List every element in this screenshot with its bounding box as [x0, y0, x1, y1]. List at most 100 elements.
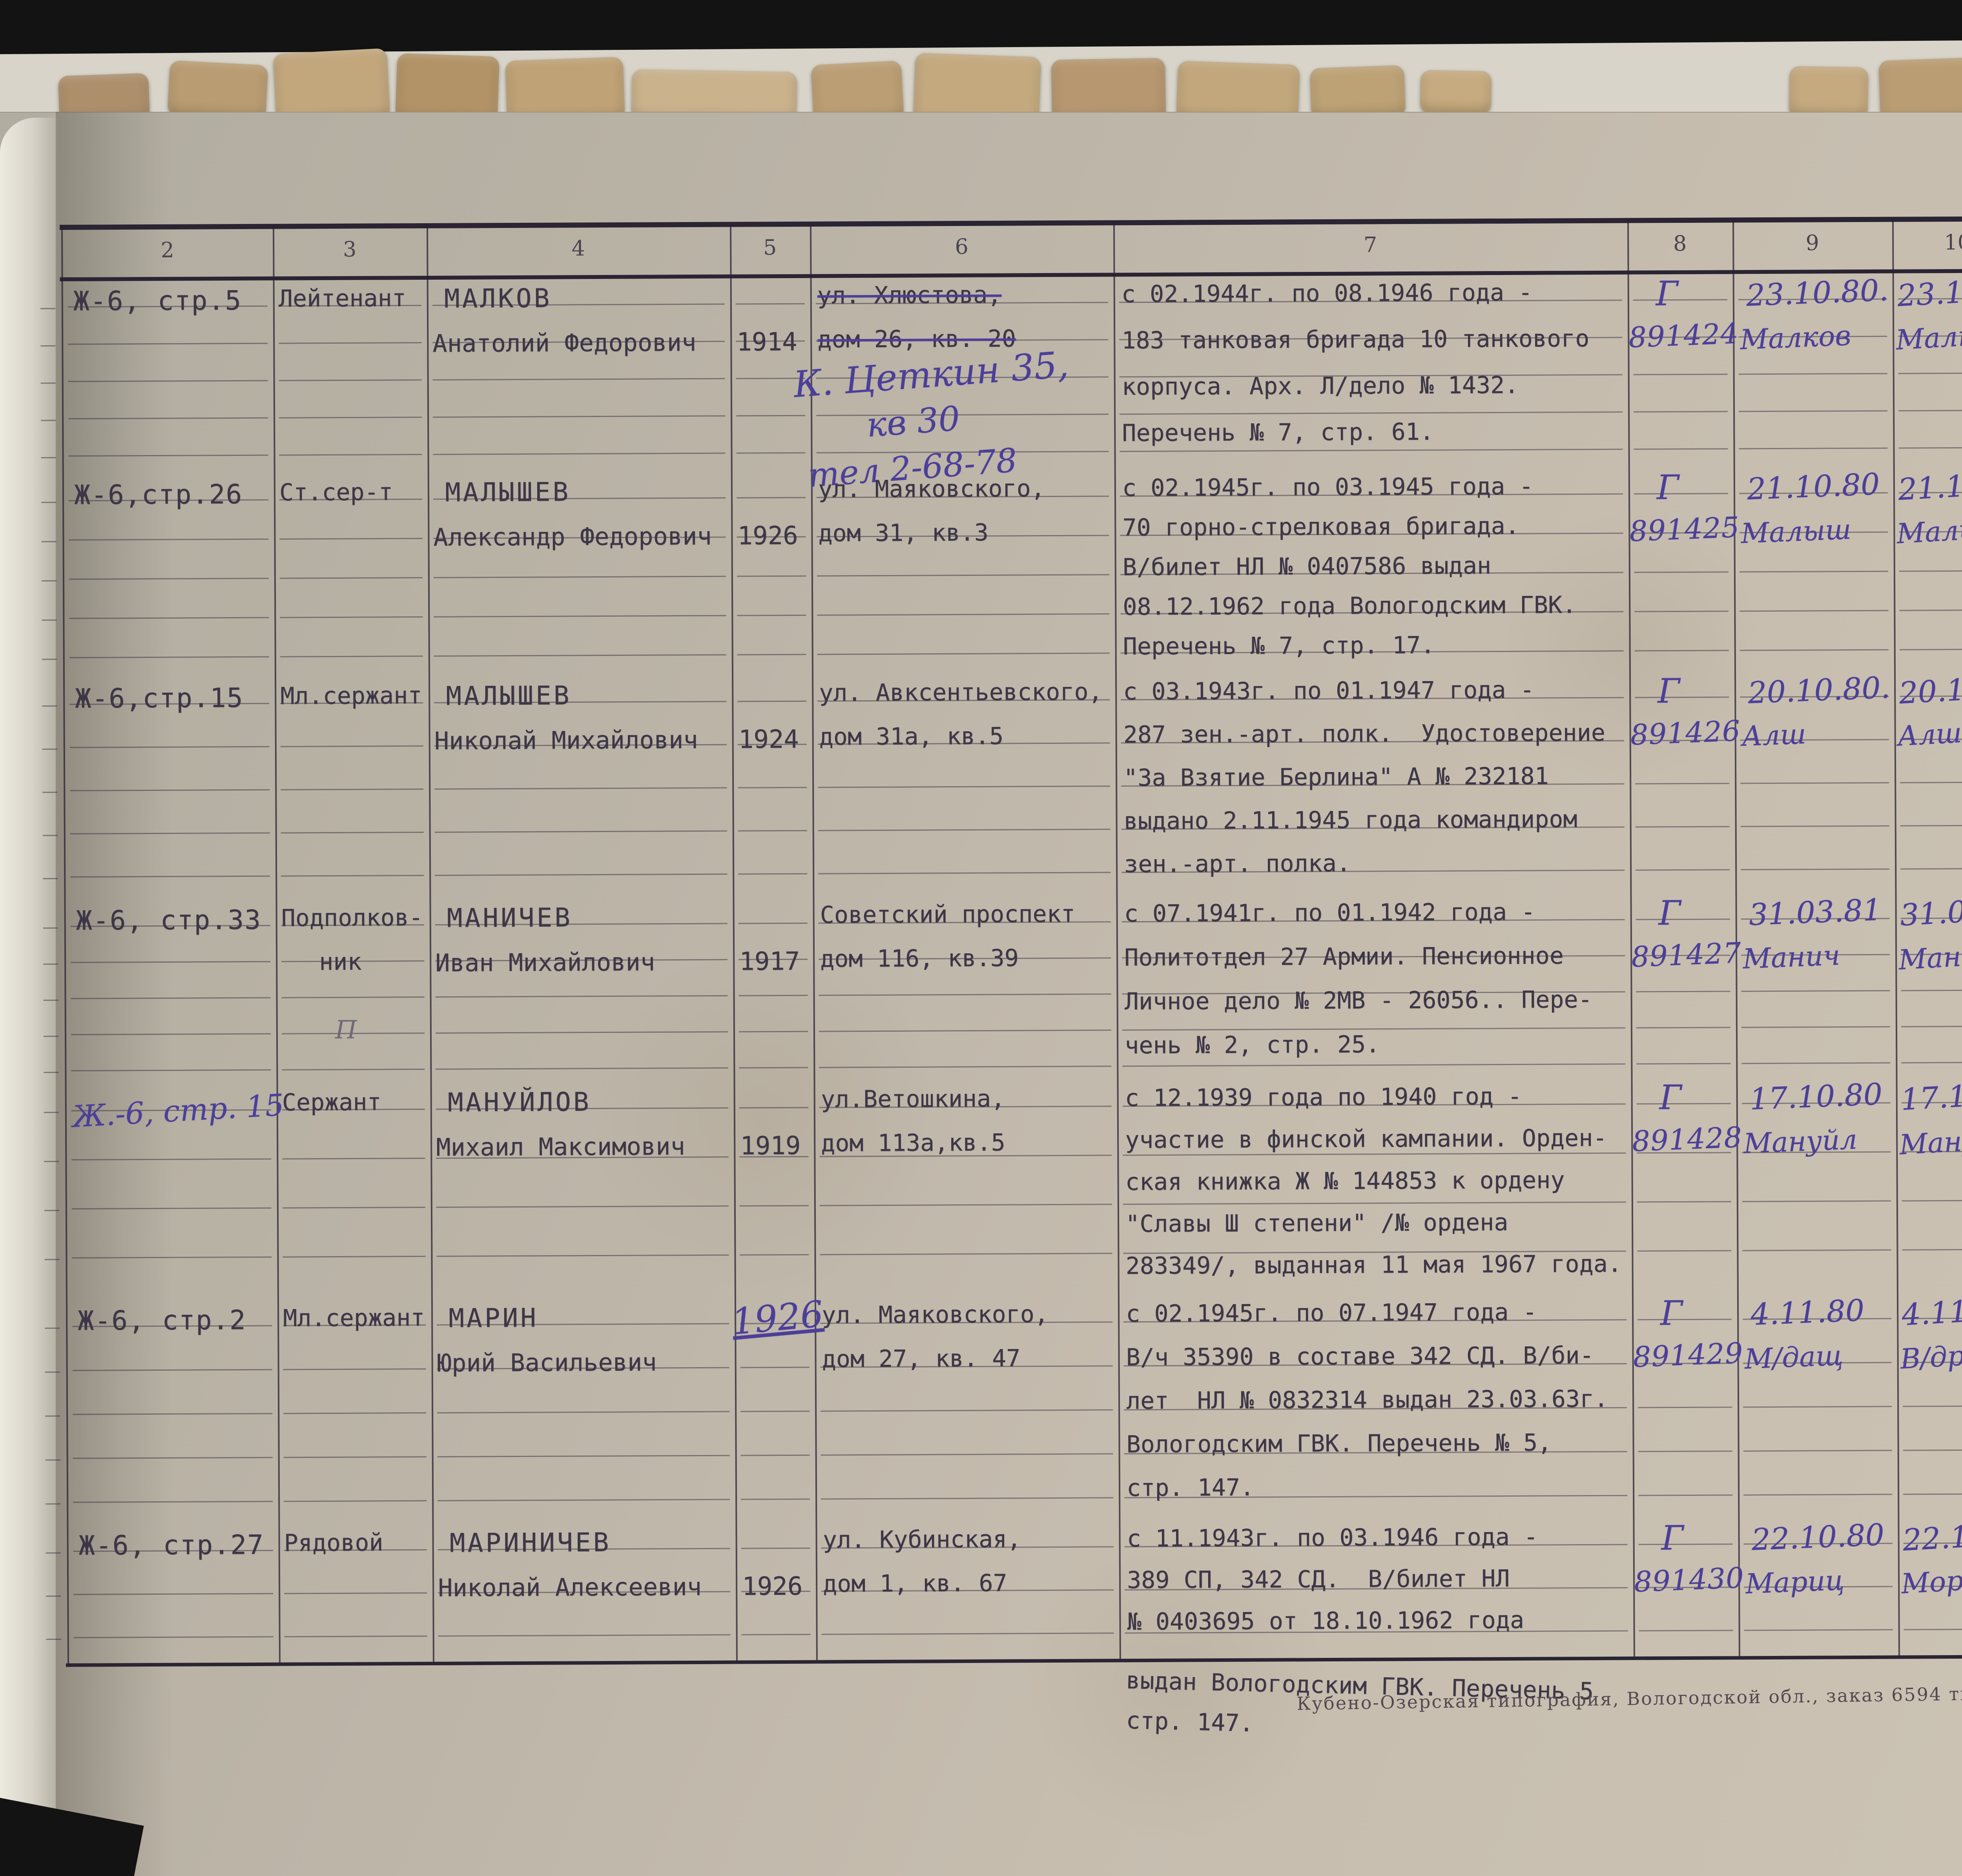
column-divider: [1627, 219, 1635, 1657]
ruled-line: [70, 789, 270, 791]
ruled-line: [73, 1501, 273, 1503]
ruled-line: [737, 700, 807, 702]
ruled-line: [437, 1411, 730, 1413]
ruled-line-stub: [42, 749, 57, 750]
address-line: Советский проспект: [820, 900, 1076, 929]
ruled-line: [1903, 1493, 1962, 1495]
column-number: 10: [1944, 229, 1962, 255]
series-letter: Г: [1659, 1078, 1682, 1118]
ruled-line: [1634, 650, 1729, 652]
ruled-line: [1635, 826, 1730, 828]
ruled-line: [73, 1457, 273, 1459]
given-names: Николай Михайлович: [434, 725, 698, 755]
column-number: 6: [955, 234, 969, 259]
ruled-line: [1900, 868, 1962, 870]
service-line: Перечень № 7, стр. 61.: [1122, 418, 1434, 447]
ruled-line: [1739, 447, 1888, 450]
ruled-line: [71, 1207, 272, 1209]
ruled-line: [436, 1205, 729, 1208]
service-line: Вологодским ГВК. Перечень № 5,: [1126, 1429, 1552, 1459]
receipt-signature: Морщ: [1900, 1563, 1962, 1600]
ruled-line: [434, 830, 727, 833]
ruled-line: [1633, 299, 1727, 301]
ruled-line: [738, 830, 807, 832]
card-number: 891429: [1632, 1336, 1744, 1374]
ruled-line: [71, 1033, 271, 1035]
birth-year: 1926: [737, 521, 798, 551]
ruled-line: [1636, 1103, 1731, 1105]
ruled-line-stub: [44, 1072, 59, 1073]
ruled-line-stub: [42, 792, 58, 793]
ruled-line: [280, 655, 423, 658]
service-line: 70 горно-стрелковая бригада.: [1122, 512, 1519, 542]
service-line: чень № 2, стр. 25.: [1124, 1031, 1380, 1060]
ruled-line: [433, 452, 726, 455]
surname: МАЛЫШЕВ: [445, 477, 571, 508]
ruled-line: [820, 1253, 1112, 1255]
receipt-date: 21.10.80: [1897, 464, 1962, 507]
ruled-line-stub: [46, 1503, 61, 1505]
ruled-line: [1739, 570, 1888, 573]
ref-label: Ж-6,стр.26: [74, 479, 243, 511]
ruled-line: [1120, 411, 1623, 415]
column-divider: [426, 224, 434, 1662]
receipt-date: 20.10.80: [1898, 668, 1962, 711]
rank-label: Мл.сержант: [280, 682, 422, 710]
ruled-line: [1122, 1027, 1625, 1031]
ruled-line-stub: [41, 420, 56, 421]
ruled-line: [279, 379, 422, 381]
ruled-line: [1635, 783, 1730, 785]
issue-signature: Мануйл: [1743, 1123, 1858, 1160]
ruled-line: [1903, 1405, 1962, 1407]
rank-label: Рядовой: [284, 1529, 383, 1557]
receipt-date: 31.03.81: [1899, 890, 1962, 933]
ruled-line-stub: [43, 927, 58, 929]
ruled-line: [738, 873, 808, 875]
column-divider: [272, 225, 281, 1663]
surname: МАНИЧЕВ: [447, 902, 573, 933]
birth-year: 1917: [739, 947, 800, 976]
column-number: 2: [160, 237, 175, 262]
card-number: 891426: [1630, 714, 1741, 752]
ruled-line: [1634, 493, 1729, 495]
ruled-line: [435, 1031, 728, 1034]
service-overflow-line: стр. 147.: [1125, 1707, 1254, 1738]
issue-signature: Манич: [1742, 939, 1841, 975]
address-line: дом 31, кв.3: [818, 519, 989, 547]
ruled-line: [70, 832, 270, 834]
ruled-line: [738, 787, 807, 789]
ruled-line: [73, 1413, 273, 1415]
birth-year: 1919: [740, 1131, 801, 1161]
issue-date: 31.03.81: [1748, 892, 1882, 933]
ruled-line: [1638, 1543, 1733, 1545]
ruled-line-stub: [45, 1371, 60, 1373]
receipt-signature: Мануйлин: [1898, 1120, 1962, 1161]
series-letter: Г: [1660, 1294, 1683, 1333]
ruled-line-stub: [45, 1328, 60, 1329]
column-number: 3: [343, 237, 357, 262]
ruled-line: [1122, 1063, 1626, 1067]
service-line: 389 СП, 342 СД. В/билет НЛ: [1127, 1565, 1510, 1594]
ruled-line: [736, 452, 806, 454]
address-line: ул. Хлюстова,: [817, 281, 1002, 310]
service-line: зен.-арт. полка.: [1123, 849, 1351, 878]
birth-year: 1926: [742, 1572, 803, 1601]
ruled-line: [1636, 991, 1730, 993]
ref-handwritten: Ж.-6, стр. 15: [71, 1087, 285, 1134]
ruled-line: [282, 1206, 425, 1209]
ruled-line: [1743, 1450, 1892, 1452]
issue-signature: Малыш: [1740, 513, 1852, 550]
card-number: 891427: [1630, 936, 1742, 974]
service-line: 287 зен.-арт. полк. Удостоверение: [1123, 719, 1606, 749]
service-line: с 11.1943г. по 03.1946 года -: [1127, 1523, 1538, 1553]
issue-signature: Мариц: [1745, 1564, 1845, 1600]
ruled-line: [280, 616, 423, 618]
ruled-line: [71, 1158, 272, 1160]
ruled-line: [738, 922, 808, 924]
ruled-line: [819, 1204, 1112, 1206]
ruled-line: [821, 1497, 1114, 1500]
series-letter: Г: [1656, 468, 1679, 508]
ruled-line: [816, 413, 1109, 416]
ref-label: Ж-6, стр.2: [78, 1304, 246, 1337]
